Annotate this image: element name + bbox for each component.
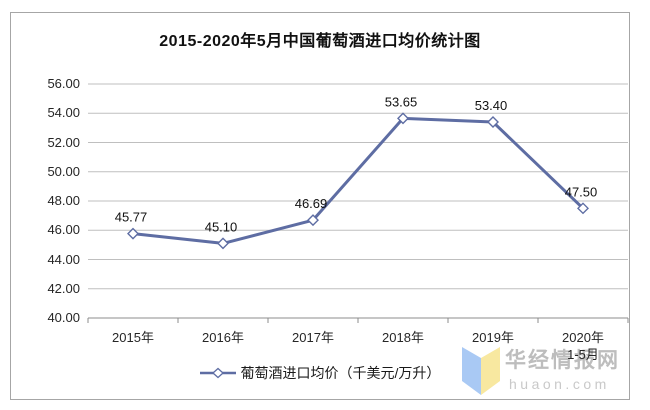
watermark-site-name: 华经情报网 <box>505 349 620 372</box>
watermark-logo-left-panel <box>462 347 481 395</box>
x-tick-label: 2020年 1-5月 <box>538 329 628 363</box>
data-point-marker <box>307 214 319 227</box>
x-tick-label: 2015年 <box>112 330 154 345</box>
watermark-logo-right-panel <box>481 347 500 395</box>
data-label: 47.50 <box>565 184 598 199</box>
y-tick-label: 50.00 <box>47 163 80 179</box>
y-tick-label: 42.00 <box>47 280 80 296</box>
data-point-marker <box>127 227 139 240</box>
series-line <box>132 116 585 245</box>
x-tick-label: 2017年 <box>292 330 334 345</box>
y-tick-label: 40.00 <box>47 310 80 325</box>
legend-marker-icon <box>199 367 236 379</box>
x-tick-sublabel: 1-5月 <box>567 347 599 362</box>
chart-frame <box>10 12 630 400</box>
y-tick-label: 54.00 <box>47 105 80 121</box>
y-tick-label: 56.00 <box>47 76 80 91</box>
chart-title: 2015-2020年5月中国葡萄酒进口均价统计图 <box>159 33 481 50</box>
data-point-marker <box>577 202 589 215</box>
data-label: 53.40 <box>475 98 508 113</box>
y-tick-label: 48.00 <box>47 193 80 208</box>
legend-label: 葡萄酒进口均价（千美元/万升） <box>240 365 441 381</box>
x-tick-label: 2016年 <box>202 330 244 345</box>
x-tick-label: 2019年 <box>472 330 514 345</box>
data-label: 46.69 <box>295 196 328 211</box>
data-point-marker <box>217 237 229 250</box>
y-tick-label: 46.00 <box>47 222 80 238</box>
data-point-marker <box>397 112 409 125</box>
data-label: 45.10 <box>205 219 238 234</box>
watermark-logo-icon <box>462 345 500 395</box>
y-tick-label: 44.00 <box>47 251 80 267</box>
legend-diamond <box>211 367 224 379</box>
data-point-marker <box>487 116 499 129</box>
legend: 葡萄酒进口均价（千美元/万升） <box>10 363 630 383</box>
watermark-site-domain: huaon.com <box>509 376 610 392</box>
data-label: 53.65 <box>385 94 418 109</box>
x-tick-label: 2018年 <box>382 330 424 345</box>
data-label: 45.77 <box>115 210 148 225</box>
y-tick-label: 52.00 <box>47 134 80 150</box>
